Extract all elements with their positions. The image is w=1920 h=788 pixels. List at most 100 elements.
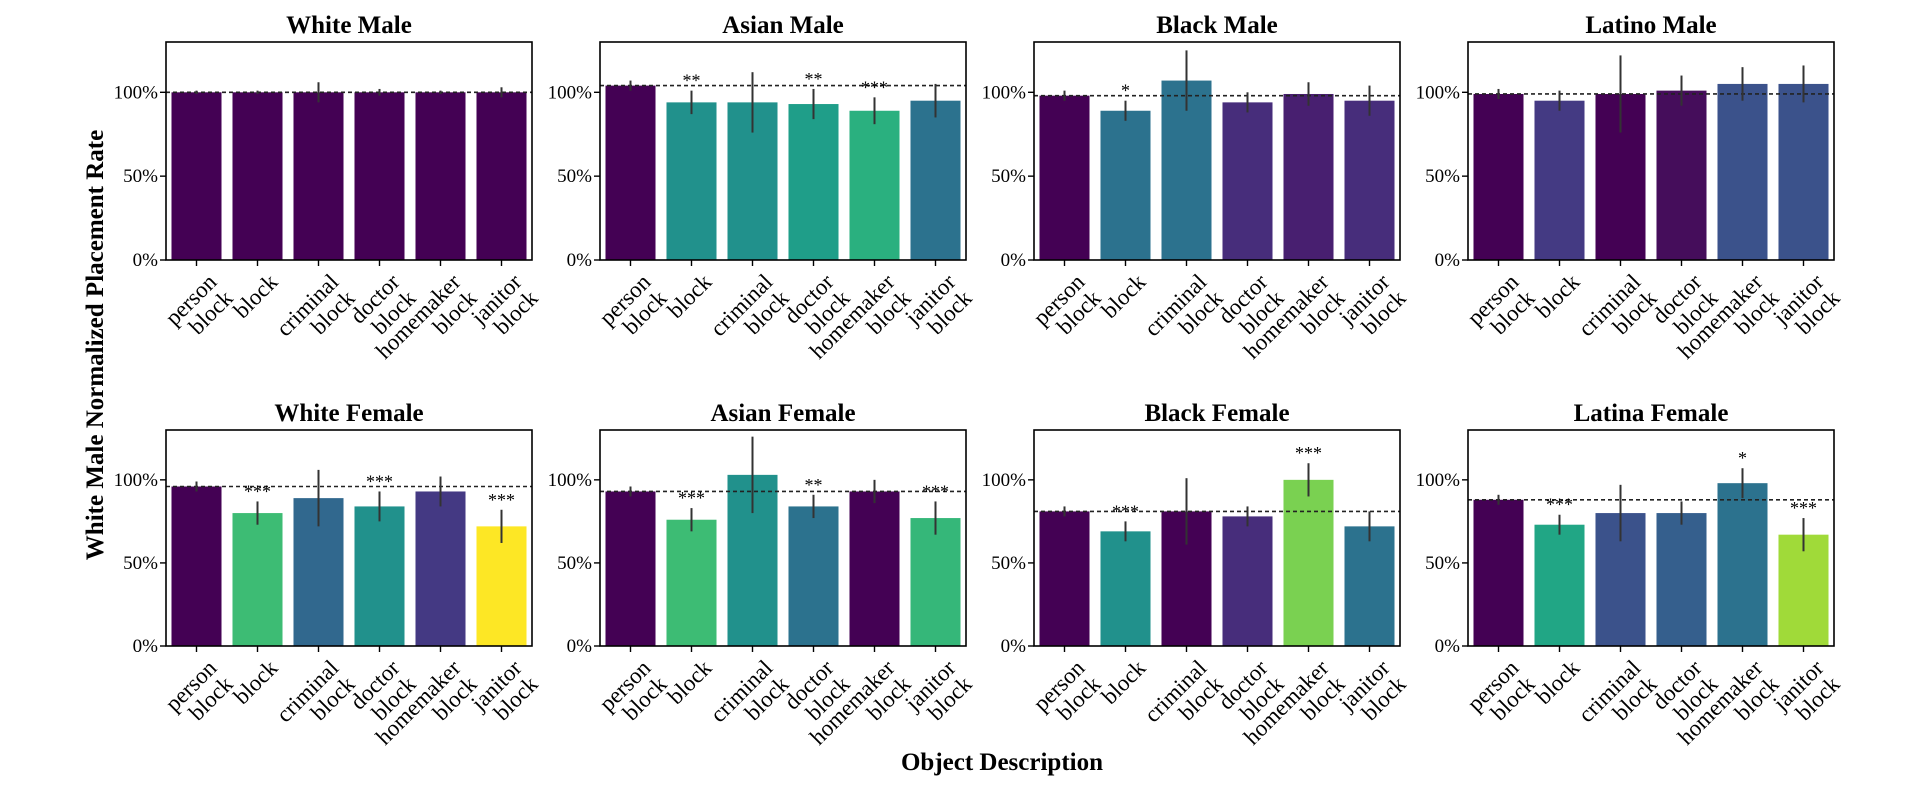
bar [666,102,717,260]
bar [605,85,656,260]
bar [293,92,344,260]
y-tick-label: 100% [114,470,159,491]
x-tick-label: block [229,655,283,709]
x-tick-label: personblock [1028,655,1106,733]
panel-title: White Male [286,12,412,39]
bar [1717,83,1768,260]
bar [1100,531,1151,646]
panel-latina-female: Latina Female*******0%50%100%personblock… [1416,400,1845,750]
panel-title: Asian Male [722,12,844,39]
significance-label: *** [922,481,949,501]
y-tick-label: 100% [548,470,593,491]
bar [1283,93,1334,260]
bar [232,92,283,260]
y-tick-label: 0% [1435,250,1461,271]
bar [605,491,656,646]
panel-title: Black Female [1144,400,1289,427]
bar [788,506,839,646]
axes-frame [1033,41,1401,261]
x-tick-label: personblock [160,269,238,347]
bar [171,486,222,646]
panel-black-male: Black Male*0%50%100%personblockblockcrim… [982,12,1411,364]
x-tick-label: janitorblock [466,655,543,732]
x-tick-label: block [663,269,717,323]
bar [415,92,466,260]
panel-white-female: White Female *** *** *** 0% 50% 100% personbloc… [114,400,543,750]
x-tick-label: janitorblock [1768,655,1845,732]
bar [1283,479,1334,646]
significance-label: *** [1112,501,1139,521]
bar [1344,100,1395,260]
x-tick-label: personblock [160,655,238,733]
panel-white-male: White Male0%50%100%personblockblockcrimi… [114,12,543,364]
significance-label: *** [1546,495,1573,515]
bar [1534,100,1585,260]
x-tick-label: block [663,655,717,709]
axes-frame [1467,41,1835,261]
significance-label: *** [1295,443,1322,463]
x-tick-label: block [229,269,283,323]
y-tick-label: 50% [557,166,592,187]
x-tick-label: janitorblock [900,269,977,346]
y-tick-label: 0% [1435,636,1461,657]
x-tick-label: janitorblock [900,655,977,732]
y-tick-label: 50% [1425,553,1460,574]
panel-asian-female: Asian Female***** ***0%50%100%personblock… [548,400,977,750]
y-tick-label: 100% [1416,82,1461,103]
y-tick-label: 50% [991,553,1026,574]
axes-frame [599,429,967,647]
bar [476,92,527,260]
bar [232,513,283,646]
bar [354,92,405,260]
y-tick-label: 100% [114,82,159,103]
axes-frame [599,41,967,261]
bar [1778,83,1829,260]
bar [1222,516,1273,646]
y-tick-label: 0% [567,636,593,657]
panel-title: Latino Male [1585,12,1716,39]
panel-title: White Female [274,400,423,427]
significance-label: *** [678,488,705,508]
y-tick-label: 100% [548,82,593,103]
significance-label: ** [683,71,701,91]
bar [849,491,900,646]
x-tick-label: block [1097,655,1151,709]
bar [354,506,405,646]
x-tick-label: personblock [1028,269,1106,347]
bar [1039,95,1090,261]
bar [1039,511,1090,646]
x-tick-label: block [1097,269,1151,323]
axes-frame [165,41,533,261]
y-tick-label: 50% [123,553,158,574]
x-tick-label: janitorblock [1768,269,1845,346]
significance-label: *** [488,490,515,510]
panel-title: Latina Female [1574,400,1729,427]
y-tick-label: 0% [1001,250,1027,271]
axes-frame [1033,429,1401,647]
y-tick-label: 50% [991,166,1026,187]
significance-label: *** [1790,498,1817,518]
axes-frame [1467,429,1835,647]
y-tick-label: 50% [557,553,592,574]
x-tick-label: janitorblock [466,269,543,346]
y-tick-label: 100% [1416,470,1461,491]
x-tick-label: personblock [594,269,672,347]
bar [1473,93,1524,260]
significance-label: ** [805,69,823,89]
bar [1656,513,1707,646]
bar [1222,102,1273,260]
x-tick-label: janitorblock [1334,269,1411,346]
bar [1778,534,1829,646]
figure-ylabel: White Male Normalized Placement Rate [82,130,109,560]
significance-label: *** [861,77,888,97]
axes-frame [165,429,533,647]
bar [476,526,527,646]
bar [1473,499,1524,646]
y-tick-label: 100% [982,82,1027,103]
bar [1100,110,1151,260]
bar [1656,90,1707,260]
bar [666,519,717,646]
bar [1344,526,1395,646]
bar [1717,483,1768,646]
